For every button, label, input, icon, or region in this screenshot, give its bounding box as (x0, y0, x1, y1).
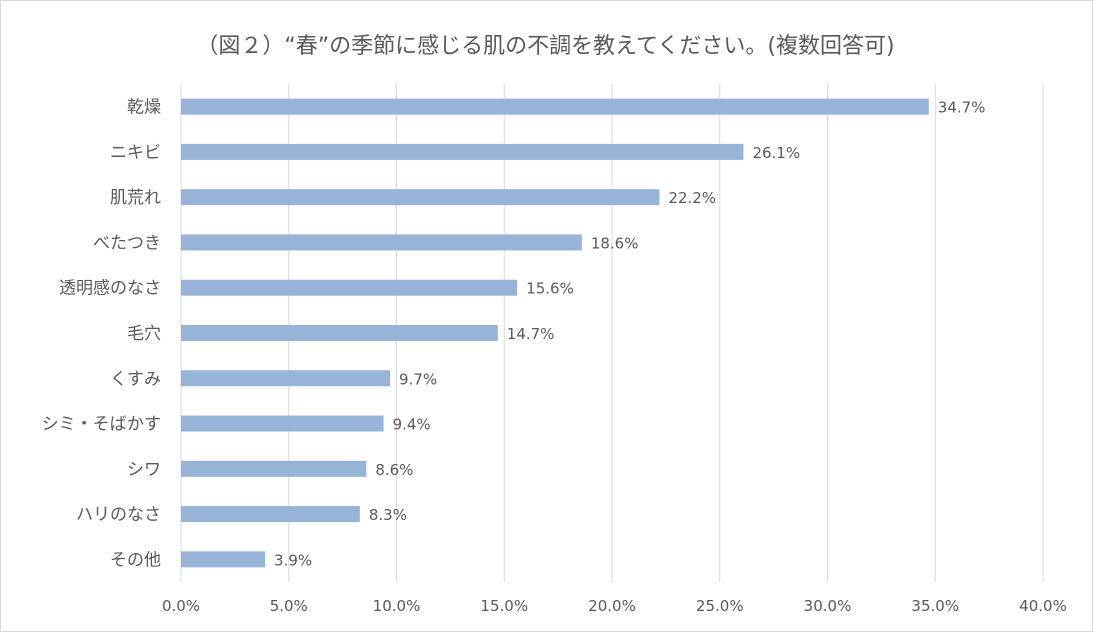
x-tick-label: 25.0% (696, 597, 744, 615)
bar (181, 370, 391, 387)
data-label: 14.7% (507, 325, 555, 343)
data-label: 9.7% (399, 370, 437, 388)
data-label: 22.2% (668, 189, 716, 207)
bar (181, 143, 744, 160)
bar (181, 325, 498, 341)
category-label: 透明感のなさ (59, 279, 161, 299)
bar (181, 460, 367, 477)
category-label: ニキビ (110, 143, 161, 163)
data-label: 8.3% (369, 506, 407, 524)
x-tick-label: 40.0% (1019, 597, 1067, 615)
x-tick-label: 30.0% (804, 597, 852, 615)
category-label: 乾燥 (127, 98, 161, 118)
labels: 0.0% 5.0% 10.0% 15.0% 20.0% 25.0% 30.0% 35.0% 40… (42, 98, 1067, 615)
data-label: 8.6% (375, 461, 413, 479)
category-label: くすみ (110, 369, 161, 389)
bar (181, 234, 582, 251)
bar (181, 551, 266, 568)
bar (181, 279, 518, 296)
data-label: 34.7% (938, 99, 986, 117)
x-tick-label: 5.0% (270, 597, 308, 615)
bar (181, 506, 360, 523)
x-tick-label: 15.0% (480, 597, 528, 615)
bar (181, 415, 384, 432)
data-label: 15.6% (526, 280, 574, 298)
category-label: その他 (110, 550, 161, 570)
x-tick-label: 10.0% (373, 597, 421, 615)
data-label: 9.4% (393, 416, 431, 434)
category-label: 毛穴 (127, 324, 161, 344)
data-label: 26.1% (752, 144, 800, 162)
x-tick-label: 20.0% (588, 597, 636, 615)
category-label: べたつき (93, 233, 161, 253)
bar (181, 98, 929, 115)
category-label: ハリのなさ (76, 505, 161, 525)
data-label: 18.6% (591, 234, 639, 252)
bars (181, 98, 929, 568)
x-tick-label: 0.0% (162, 597, 200, 615)
bar (181, 189, 660, 206)
category-label: シワ (127, 460, 161, 480)
chart-title: （図２）“春”の季節に感じる肌の不調を教えてください。(複数回答可) (196, 34, 895, 59)
category-label: シミ・そばかす (42, 415, 161, 435)
x-tick-label: 35.0% (911, 597, 959, 615)
category-label: 肌荒れ (110, 188, 161, 208)
data-label: 3.9% (274, 551, 312, 569)
